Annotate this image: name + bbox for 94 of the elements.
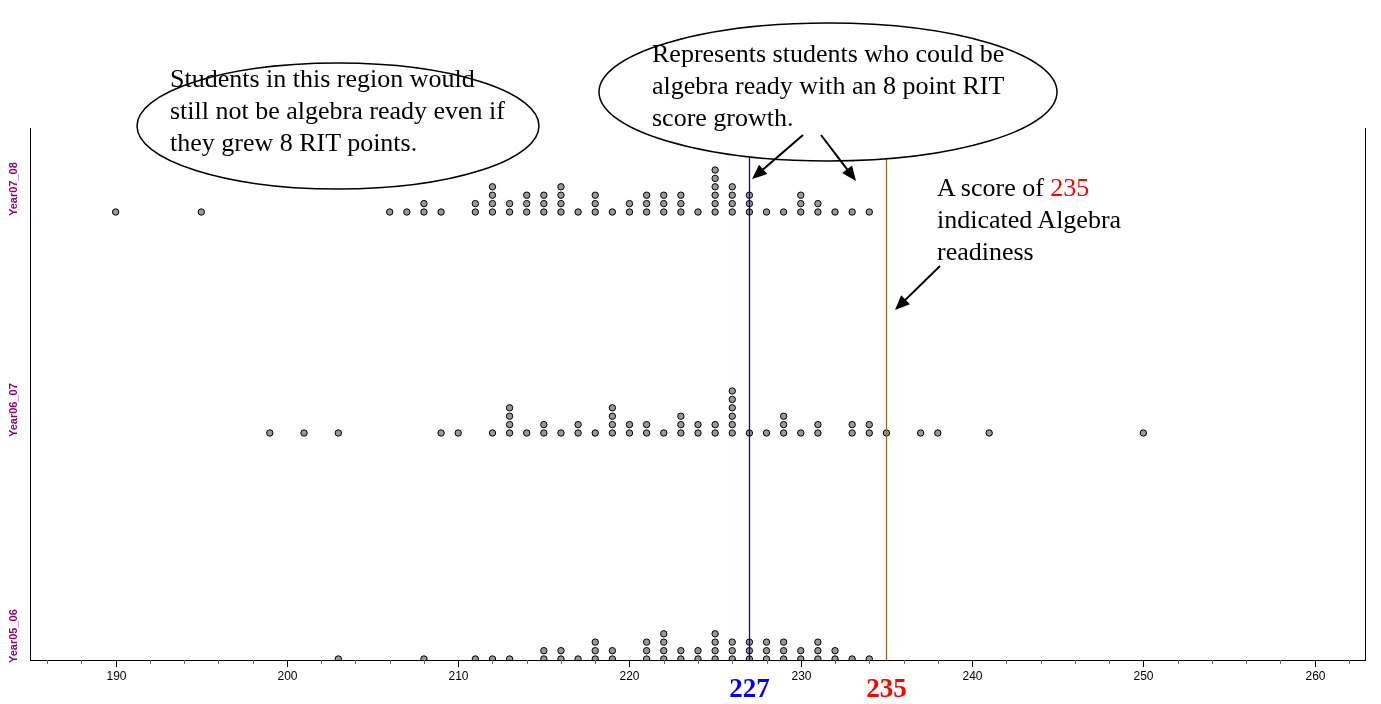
point: [557, 646, 565, 655]
point: [437, 429, 445, 437]
point: [797, 429, 805, 437]
point: [608, 404, 617, 412]
point: [625, 420, 634, 429]
point: [591, 646, 599, 655]
point: [557, 429, 565, 437]
y-axis-title: Year05_06: [7, 609, 20, 663]
point: [591, 429, 599, 437]
point: [728, 387, 736, 395]
point: [779, 412, 788, 420]
point: [454, 429, 462, 437]
point: [677, 429, 685, 437]
point: [728, 395, 736, 404]
point: [677, 646, 685, 655]
point: [591, 638, 599, 646]
point: [814, 429, 822, 437]
point: [762, 646, 771, 655]
point: [608, 420, 617, 429]
point: [814, 420, 822, 429]
x-tick-label: 250: [1133, 669, 1154, 684]
point: [711, 630, 719, 638]
point: [848, 429, 856, 437]
point: [728, 638, 736, 646]
point: [1139, 429, 1148, 437]
point: [488, 429, 497, 437]
point: [660, 646, 668, 655]
point: [505, 412, 514, 420]
point: [728, 420, 736, 429]
point: [625, 429, 634, 437]
x-tick-label: 240: [962, 669, 983, 684]
point: [865, 429, 873, 437]
point: [505, 420, 514, 429]
point: [916, 429, 925, 437]
point: [660, 630, 668, 638]
point: [848, 420, 856, 429]
point: [574, 429, 582, 437]
point: [762, 429, 771, 437]
ref-line-label: 235: [866, 672, 907, 703]
point: [642, 429, 651, 437]
y-axis-title: Year06_07: [7, 383, 20, 437]
point: [642, 420, 651, 429]
point: [574, 420, 582, 429]
point: [334, 429, 343, 437]
point: [660, 638, 668, 646]
x-tick-label: 190: [106, 669, 127, 684]
ref-line-label: 227: [729, 672, 770, 703]
point: [728, 412, 736, 420]
point: [540, 420, 548, 429]
point: [779, 646, 788, 655]
point: [608, 412, 617, 420]
point: [523, 429, 531, 437]
point: [865, 420, 873, 429]
x-tick-label: 260: [1305, 669, 1326, 684]
point: [934, 429, 942, 437]
point: [779, 429, 788, 437]
point: [266, 429, 274, 437]
point: [711, 638, 719, 646]
x-tick-label: 200: [277, 669, 298, 684]
point: [694, 420, 702, 429]
point: [642, 638, 651, 646]
point: [711, 646, 719, 655]
point: [711, 420, 719, 429]
point: [540, 646, 548, 655]
text: Represents students who could be algebra ready with an 8 point RIT score growth.: [652, 38, 1006, 134]
point: [814, 638, 822, 646]
point: [608, 646, 617, 655]
point: [694, 429, 702, 437]
point: [300, 429, 308, 437]
point: [505, 429, 514, 437]
point: [762, 638, 771, 646]
point: [660, 429, 668, 437]
point: [711, 429, 719, 437]
point: [608, 429, 617, 437]
x-tick-label: 220: [619, 669, 640, 684]
point: [540, 429, 548, 437]
x-tick-label: 230: [791, 669, 812, 684]
point: [814, 646, 822, 655]
y-axis-title: Year07_08: [7, 162, 20, 216]
point: [728, 646, 736, 655]
point: [779, 638, 788, 646]
point: [505, 404, 514, 412]
point: [642, 646, 651, 655]
point: [677, 412, 685, 420]
point: [985, 429, 993, 437]
point: [831, 646, 839, 655]
point: [694, 646, 702, 655]
annotation: A score of 235 indicated Algebra readiness: [937, 172, 1123, 268]
point: [797, 646, 805, 655]
point: [728, 429, 736, 437]
x-tick-label: 210: [448, 669, 469, 684]
point: [677, 420, 685, 429]
point: [779, 420, 788, 429]
point: [728, 404, 736, 412]
